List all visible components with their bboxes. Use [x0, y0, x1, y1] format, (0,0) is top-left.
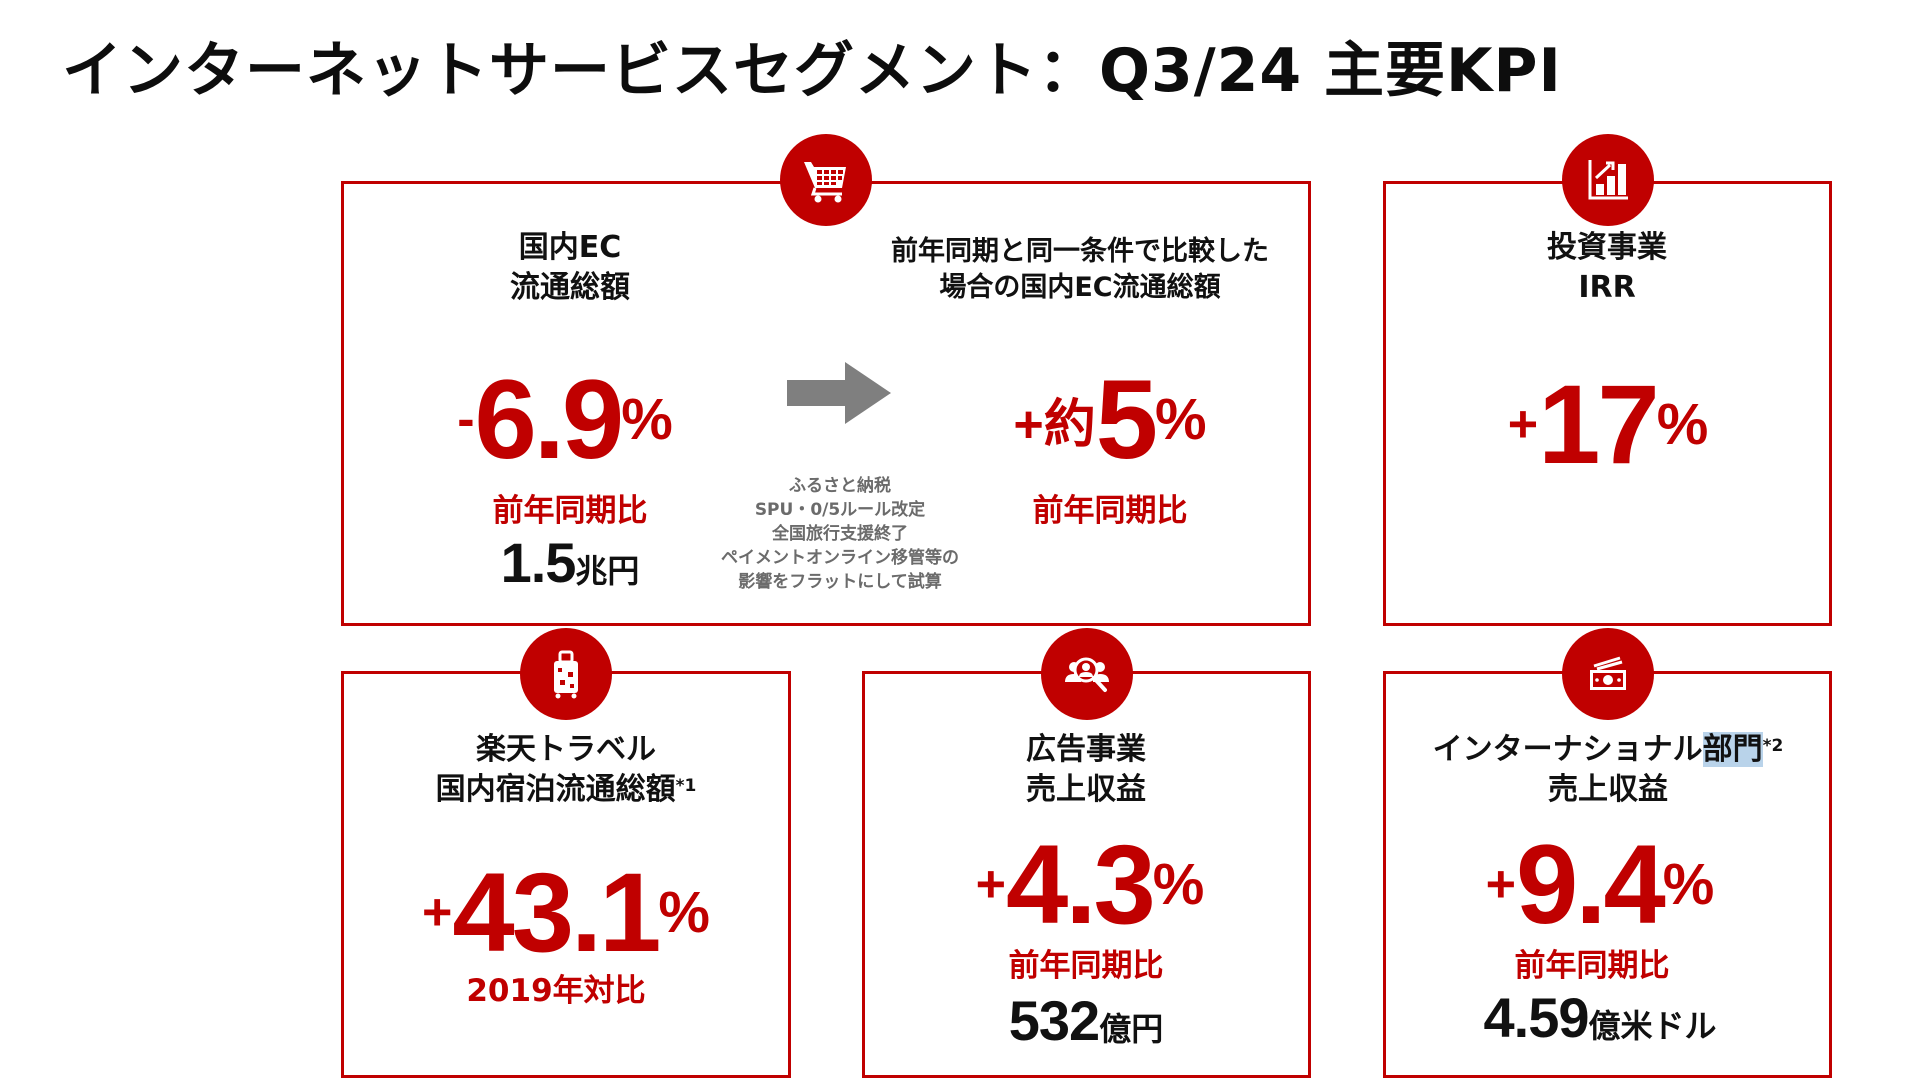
ec-adjusted-sub: 前年同期比 — [1032, 493, 1188, 529]
irr-sign: + — [1507, 395, 1539, 454]
intl-number: 9.4 — [1516, 822, 1666, 947]
travel-label-line2: 国内宿泊流通総額*1 — [356, 770, 776, 810]
page-title: インターネットサービスセグメント：Q3/24 主要KPI — [62, 36, 1562, 106]
ec-adjusted-label-line2: 場合の国内EC流通総額 — [939, 272, 1221, 303]
growth-chart-icon — [1588, 160, 1628, 200]
travel-icon-badge — [520, 628, 612, 720]
irr-label: 投資事業 IRR — [1477, 228, 1737, 308]
intl-label: インターナショナル部門*2 売上収益 — [1393, 730, 1823, 810]
intl-icon-badge — [1562, 628, 1654, 720]
ads-amount-unit: 億円 — [1099, 1011, 1164, 1047]
intl-footnote: *2 — [1762, 736, 1784, 756]
ec-label: 国内EC 流通総額 — [440, 228, 700, 308]
ec-sub: 前年同期比 — [492, 493, 648, 529]
audience-search-icon — [1065, 657, 1109, 692]
travel-label-line1: 楽天トラベル — [476, 732, 656, 767]
ads-sign: + — [975, 855, 1007, 914]
travel-unit: % — [658, 880, 710, 945]
travel-footnote: *1 — [675, 776, 697, 796]
travel-sub: 2019年対比 — [466, 973, 646, 1009]
suitcase-icon — [554, 650, 578, 699]
travel-value: +43.1% — [356, 848, 776, 977]
travel-sign: + — [422, 883, 453, 942]
ads-amount: 532億円 — [956, 988, 1216, 1053]
ec-adjusted-unit: % — [1155, 387, 1207, 452]
ec-value: -6.9% — [400, 355, 730, 484]
ec-unit: % — [621, 387, 673, 452]
ec-amount-unit: 兆円 — [575, 553, 640, 589]
ads-value: +4.3% — [900, 820, 1280, 949]
irr-panel — [1383, 181, 1832, 626]
intl-sign: + — [1485, 855, 1517, 914]
ec-adjusted-label: 前年同期と同一条件で比較した 場合の国内EC流通総額 — [860, 234, 1300, 306]
intl-amount-unit: 億米ドル — [1588, 1008, 1717, 1044]
ec-number: 6.9 — [474, 357, 625, 482]
travel-label: 楽天トラベル 国内宿泊流通総額*1 — [356, 730, 776, 810]
ads-sub: 前年同期比 — [1008, 948, 1164, 984]
note-line-2: SPU・0/5ルール改定 — [754, 500, 926, 520]
irr-unit: % — [1656, 392, 1709, 457]
note-line-4: ペイメントオンライン移管等の — [721, 548, 959, 568]
intl-label-line2: 売上収益 — [1548, 772, 1668, 807]
travel-label-line2-text: 国内宿泊流通総額 — [435, 772, 676, 807]
intl-label-line1-text: インターナショナル — [1432, 732, 1703, 767]
ads-number: 4.3 — [1006, 822, 1156, 947]
intl-sub: 前年同期比 — [1514, 948, 1670, 984]
ec-adjusted-value: +約5% — [960, 355, 1260, 484]
travel-number: 43.1 — [452, 850, 661, 975]
travel-panel — [341, 671, 791, 1078]
ec-adjusted-sign: +約 — [1013, 396, 1096, 454]
irr-icon-badge — [1562, 134, 1654, 226]
ec-label-line2: 流通総額 — [510, 270, 630, 305]
note-line-1: ふるさと納税 — [789, 476, 891, 496]
intl-label-line1: インターナショナル部門*2 — [1393, 730, 1823, 770]
arrow-right-icon — [787, 362, 891, 424]
irr-label-line1: 投資事業 — [1547, 230, 1667, 265]
ads-label-line1: 広告事業 — [1026, 732, 1146, 767]
ec-sign: - — [457, 390, 475, 449]
intl-amount: 4.59億米ドル — [1420, 985, 1780, 1050]
intl-label-highlighted-text: 部門 — [1702, 732, 1763, 767]
ads-amount-number: 532 — [1008, 989, 1100, 1052]
ads-label-line2: 売上収益 — [1026, 772, 1146, 807]
ec-adjusted-number: 5 — [1095, 357, 1158, 482]
money-bill-icon — [1590, 656, 1626, 690]
note-line-3: 全国旅行支援終了 — [772, 524, 908, 544]
ads-label: 広告事業 売上収益 — [956, 730, 1216, 810]
irr-label-line2: IRR — [1578, 270, 1636, 305]
irr-value: +17% — [1458, 360, 1758, 489]
ads-icon-badge — [1041, 628, 1133, 720]
intl-amount-number: 4.59 — [1483, 986, 1589, 1049]
ads-unit: % — [1152, 852, 1205, 917]
ec-amount-number: 1.5 — [500, 531, 577, 594]
ec-amount: 1.5兆円 — [440, 530, 700, 595]
note-line-5: 影響をフラットにして試算 — [738, 572, 942, 592]
ec-icon-badge — [780, 134, 872, 226]
ads-panel — [862, 671, 1311, 1078]
ec-adjusted-label-line1: 前年同期と同一条件で比較した — [891, 236, 1269, 267]
intl-value: +9.4% — [1410, 820, 1790, 949]
ec-adjustment-note: ふるさと納税 SPU・0/5ルール改定 全国旅行支援終了 ペイメントオンライン移… — [690, 474, 990, 594]
intl-unit: % — [1662, 852, 1715, 917]
ec-label-line1: 国内EC — [518, 230, 622, 265]
irr-number: 17 — [1538, 362, 1660, 487]
shopping-cart-icon — [804, 162, 846, 203]
